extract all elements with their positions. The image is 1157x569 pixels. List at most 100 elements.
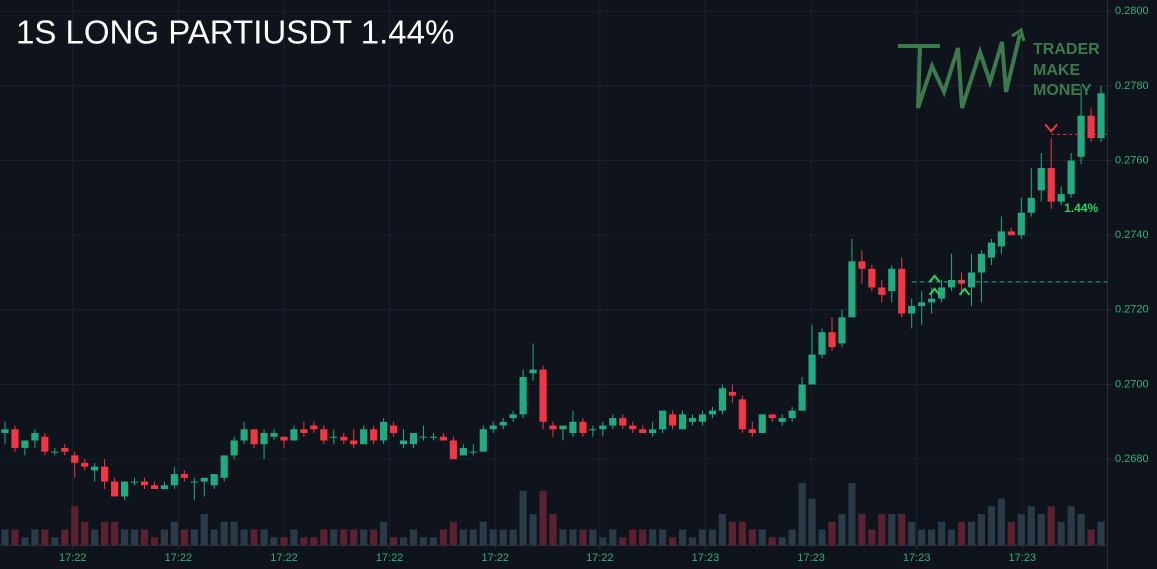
volume-bar [350, 529, 358, 545]
volume-bar [579, 529, 587, 545]
volume-bar [180, 529, 188, 545]
volume-bar [649, 529, 657, 545]
logo-arrow [1011, 27, 1026, 42]
candle-body [938, 287, 946, 299]
candle-body [1057, 194, 1065, 202]
volume-bar [668, 537, 677, 545]
candle-body [71, 455, 79, 463]
volume-bar [1077, 514, 1085, 545]
candle-body [599, 425, 607, 430]
volume-bar [110, 521, 119, 545]
volume-bar [509, 529, 517, 545]
candle-body [380, 421, 388, 441]
volume-bar [659, 529, 667, 545]
volume-bar [61, 529, 69, 545]
candle-body [848, 261, 856, 318]
grid-layer [0, 0, 1107, 545]
volume-bar [987, 506, 996, 545]
volume-bar [1007, 521, 1015, 545]
candle-body [579, 421, 587, 434]
volume-bar [848, 483, 856, 545]
volume-bar [51, 537, 59, 545]
logo-text: TRADER [1033, 41, 1100, 58]
candle-body [688, 418, 697, 422]
candle-body [1037, 167, 1045, 191]
chart-title: 1S LONG PARTIUSDT 1.44% [16, 14, 454, 51]
candle-body [190, 481, 198, 483]
volume-bar [559, 529, 567, 545]
x-tick-label: 17:22 [59, 552, 87, 564]
candle-body [808, 354, 816, 385]
candle-body [160, 485, 168, 490]
candle-body [330, 436, 338, 438]
candle-body [101, 466, 109, 482]
volume-bar [788, 529, 796, 545]
y-tick-label: 0.2680 [1115, 453, 1149, 465]
volume-bar [41, 529, 49, 545]
candle-body [659, 410, 667, 430]
candle-body [838, 317, 846, 344]
volume-bar [499, 529, 507, 545]
volume-bar [21, 537, 29, 545]
volume-bar [360, 529, 368, 545]
volume-bar [101, 521, 109, 545]
volume-bar [688, 537, 697, 545]
candle-body [977, 253, 986, 273]
volume-bar [1017, 514, 1025, 545]
candle-body [798, 384, 806, 411]
exit-marker [1044, 123, 1058, 133]
candle-body [569, 421, 577, 434]
candle-body [290, 429, 298, 441]
volume-bar [828, 521, 836, 545]
candle-body [1017, 212, 1025, 236]
x-tick-label: 17:23 [1009, 552, 1037, 564]
volume-bar [370, 529, 378, 545]
volume-bar [838, 514, 846, 545]
volume-bar [629, 529, 637, 545]
candle-body [768, 414, 776, 419]
volume-bar [81, 521, 89, 545]
candle-body [81, 462, 89, 467]
volume-bar [290, 529, 298, 545]
candle-body [918, 302, 926, 307]
candle-body [539, 369, 547, 422]
volume-bar [250, 529, 258, 545]
volume-bar [71, 506, 79, 545]
volume-bar [738, 521, 746, 545]
volume-bar [1057, 521, 1065, 545]
volume-bar [429, 537, 438, 545]
entry-marker [928, 287, 941, 296]
volume-bar [967, 521, 976, 545]
volume-bar [170, 521, 178, 545]
volume-bar [120, 529, 129, 545]
candle-body [878, 287, 886, 295]
candle-body [409, 433, 418, 445]
volume-bar [918, 529, 926, 545]
volume-bar [539, 490, 547, 545]
candle-body [280, 436, 288, 441]
candle-body [698, 414, 707, 422]
volume-bar [778, 537, 786, 545]
candle-body [748, 429, 756, 434]
volume-bar [1097, 521, 1105, 545]
candle-body [629, 425, 637, 430]
candle-body [519, 377, 527, 415]
volume-bar [130, 529, 139, 545]
candle-body [260, 433, 268, 445]
volume-bar [947, 529, 956, 545]
volume-bar [459, 529, 467, 545]
volume-bar [599, 537, 607, 545]
volume-bar [419, 537, 428, 545]
volume-bar [190, 529, 198, 545]
candle-body [91, 466, 99, 471]
volume-bar [140, 529, 149, 545]
candle-body [788, 410, 796, 419]
candle-body [1067, 160, 1075, 195]
candle-body [200, 477, 208, 482]
volume-bar [150, 537, 159, 545]
volume-bar [758, 529, 766, 545]
axis-layer: 0.2680 0.2700 0.2720 0.2740 0.2760 0.2780 0.28… [59, 5, 1149, 564]
volume-bar [220, 521, 228, 545]
volume-bar [330, 529, 338, 545]
candle-body [1007, 231, 1015, 236]
